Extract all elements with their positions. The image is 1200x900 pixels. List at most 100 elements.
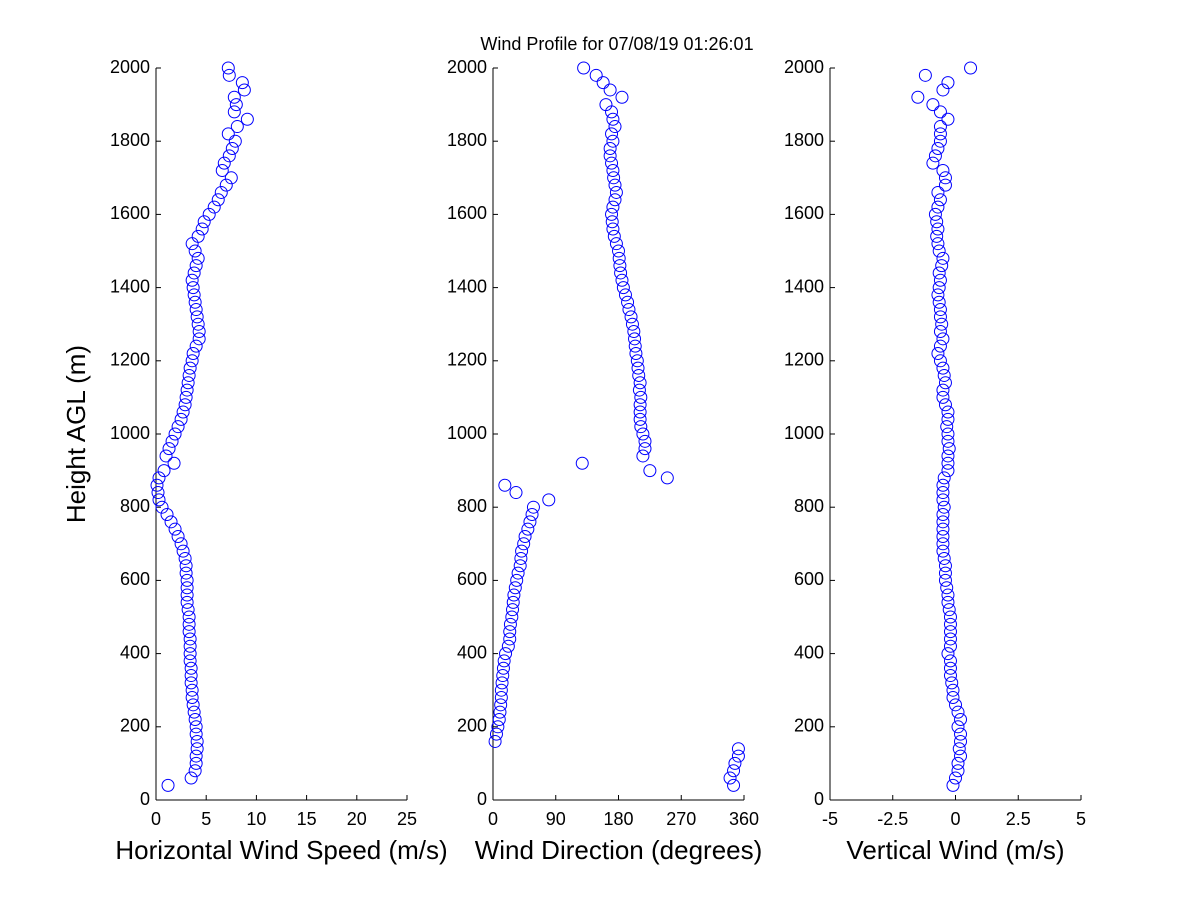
data-point [219, 178, 233, 192]
data-point [727, 764, 741, 778]
data-point [184, 676, 198, 690]
y-tick-label: 200 [794, 716, 824, 736]
data-point [933, 310, 947, 324]
data-point [605, 156, 619, 170]
data-point [224, 171, 238, 185]
x-tick-label: 0 [950, 809, 960, 829]
data-point [168, 427, 182, 441]
data-point [152, 493, 166, 507]
data-point [937, 471, 951, 485]
data-point [933, 193, 947, 207]
data-point [174, 537, 188, 551]
data-point [499, 647, 513, 661]
data-point [936, 332, 950, 346]
data-point [505, 610, 519, 624]
data-point [222, 68, 236, 82]
data-point [191, 229, 205, 243]
data-point [182, 610, 196, 624]
data-point [941, 464, 955, 478]
data-point [501, 639, 515, 653]
data-point [937, 500, 951, 514]
data-point [575, 456, 589, 470]
data-point [938, 559, 952, 573]
x-tick-label: 5 [1076, 809, 1086, 829]
data-point [171, 420, 185, 434]
data-point [179, 559, 193, 573]
data-point [933, 354, 947, 368]
data-point [496, 669, 510, 683]
y-tick-label: 1600 [110, 203, 150, 223]
y-tick-label: 400 [457, 642, 487, 662]
data-point [174, 412, 188, 426]
y-tick-label: 1400 [110, 276, 150, 296]
data-point [931, 142, 945, 156]
data-point [521, 522, 535, 536]
data-point [643, 464, 657, 478]
data-point [185, 683, 199, 697]
data-point [542, 493, 556, 507]
y-tick-label: 1800 [447, 130, 487, 150]
data-point [933, 105, 947, 119]
data-point [638, 434, 652, 448]
data-point [183, 654, 197, 668]
data-point [612, 244, 625, 258]
data-point [935, 317, 949, 331]
data-point [202, 207, 216, 221]
data-point [930, 229, 944, 243]
data-point [727, 778, 741, 792]
data-point [943, 610, 957, 624]
data-point [625, 317, 639, 331]
data-point [526, 500, 540, 514]
data-point [941, 449, 955, 463]
data-point [938, 171, 952, 185]
y-tick-label: 400 [794, 642, 824, 662]
y-tick-label: 2000 [784, 57, 824, 77]
data-point [616, 281, 630, 295]
data-point [941, 405, 955, 419]
data-point [229, 98, 243, 112]
data-point [180, 383, 194, 397]
data-point [951, 756, 965, 770]
data-point [603, 83, 617, 97]
data-point [195, 222, 209, 236]
data-point [493, 705, 507, 719]
data-point [636, 449, 650, 463]
data-point [932, 244, 946, 258]
data-point [514, 551, 528, 565]
data-point [938, 566, 952, 580]
data-point [941, 112, 955, 126]
data-point [189, 259, 203, 273]
data-point [621, 295, 635, 309]
data-point [928, 149, 942, 163]
y-tick-label: 1000 [784, 423, 824, 443]
data-point [937, 551, 951, 565]
data-point [187, 266, 201, 280]
chart-title: Wind Profile for 07/08/19 01:26:01 [480, 34, 753, 54]
data-point [943, 625, 957, 639]
data-point [496, 661, 510, 675]
data-point [632, 383, 646, 397]
data-point [176, 405, 190, 419]
data-point [946, 778, 960, 792]
data-point [525, 508, 539, 522]
data-point [931, 185, 945, 199]
data-point [926, 98, 940, 112]
data-point [184, 669, 198, 683]
data-point [942, 442, 956, 456]
data-point [161, 778, 175, 792]
data-point [941, 588, 955, 602]
x-tick-label: 15 [297, 809, 317, 829]
data-point [188, 764, 202, 778]
data-point [936, 390, 950, 404]
data-point [941, 434, 955, 448]
data-point [606, 200, 620, 214]
data-point [182, 625, 196, 639]
data-point [628, 339, 642, 353]
data-point [633, 398, 647, 412]
data-point [503, 617, 517, 631]
data-point [633, 376, 647, 390]
data-point [607, 171, 621, 185]
data-point [165, 434, 179, 448]
x-axis-label: Wind Direction (degrees) [475, 835, 763, 865]
y-tick-label: 600 [457, 569, 487, 589]
